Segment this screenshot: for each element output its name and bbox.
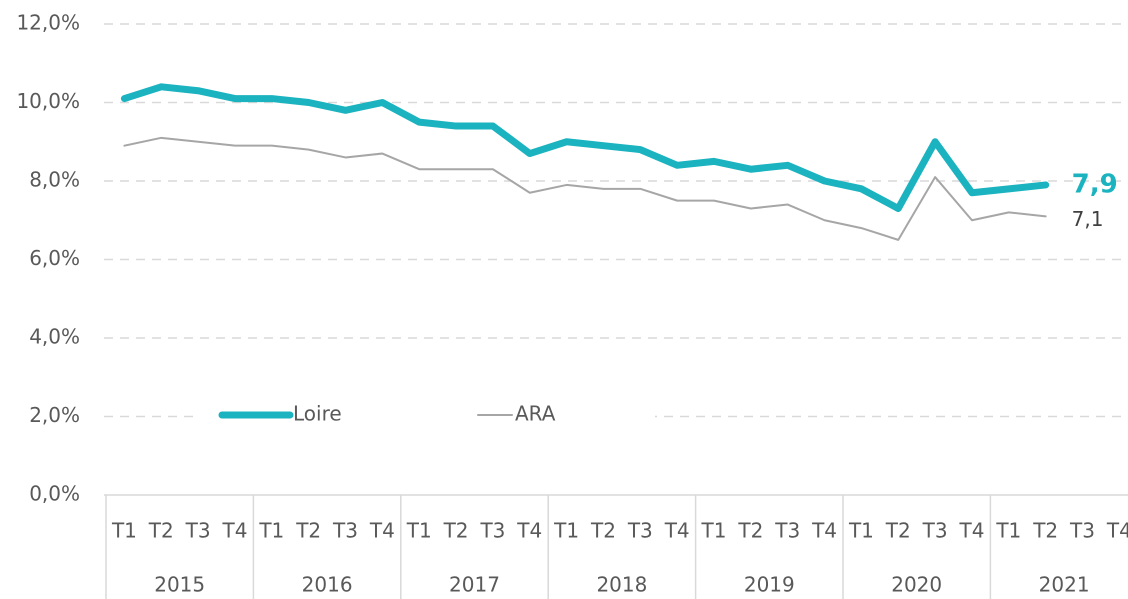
x-tick-label: T4 [516,519,542,543]
y-tick-label: 2,0% [29,403,80,427]
x-group-label: 2020 [891,573,942,597]
data-label: 7,9 [1072,169,1118,199]
x-group-label: 2015 [154,573,205,597]
x-tick-label: T1 [406,519,432,543]
x-tick-label: T4 [811,519,837,543]
y-tick-label: 12,0% [16,11,80,35]
x-tick-label: T3 [627,519,653,543]
data-label: 7,1 [1072,207,1104,231]
x-tick-label: T3 [1069,519,1095,543]
y-tick-label: 10,0% [16,89,80,113]
y-tick-label: 8,0% [29,168,80,192]
x-tick-label: T3 [922,519,948,543]
x-tick-label: T1 [701,519,727,543]
x-tick-label: T2 [1032,519,1058,543]
x-tick-label: T1 [258,519,284,543]
x-tick-label: T4 [1106,519,1128,543]
x-tick-label: T2 [443,519,469,543]
x-tick-label: T2 [295,519,321,543]
x-tick-label: T1 [111,519,137,543]
series-line [120,83,1050,212]
x-tick-label: T2 [590,519,616,543]
x-tick-label: T1 [553,519,579,543]
x-tick-label: T1 [995,519,1021,543]
legend-label: Loire [293,402,342,426]
x-tick-label: T3 [774,519,800,543]
x-tick-label: T4 [664,519,690,543]
y-tick-label: 6,0% [29,246,80,270]
x-tick-label: T2 [737,519,763,543]
x-tick-label: T2 [148,519,174,543]
x-tick-label: T3 [479,519,505,543]
y-tick-label: 0,0% [29,482,80,506]
x-group-label: 2018 [596,573,647,597]
legend-label: ARA [515,402,556,426]
x-tick-label: T3 [332,519,358,543]
x-tick-label: T1 [848,519,874,543]
series-line [123,136,1047,241]
x-group-label: 2019 [744,573,795,597]
x-tick-label: T4 [369,519,395,543]
x-group-label: 2021 [1039,573,1090,597]
y-tick-label: 4,0% [29,325,80,349]
x-tick-label: T4 [958,519,984,543]
x-group-label: 2016 [302,573,353,597]
x-tick-label: T3 [185,519,211,543]
x-group-label: 2017 [449,573,500,597]
x-tick-label: T2 [885,519,911,543]
x-tick-label: T4 [221,519,247,543]
